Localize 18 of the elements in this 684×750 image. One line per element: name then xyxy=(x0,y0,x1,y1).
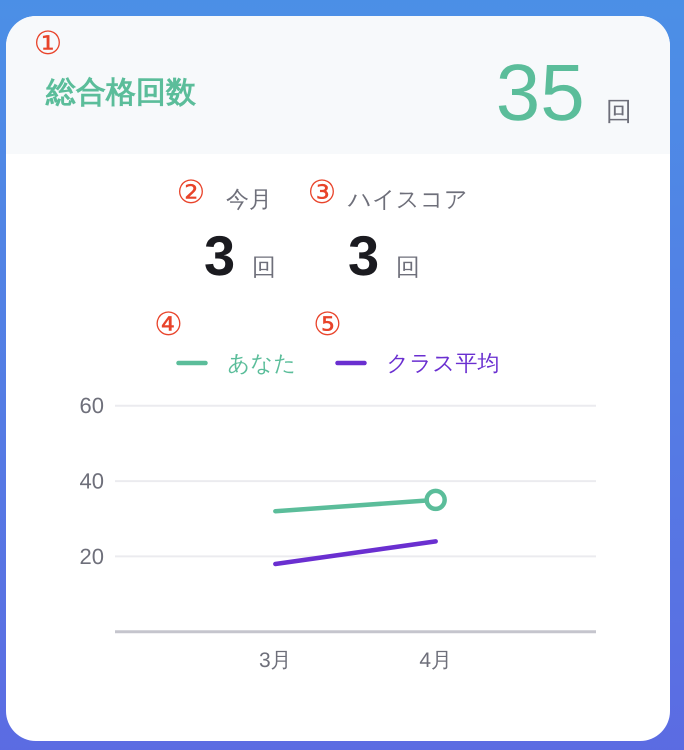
x-tick-label: 3月 xyxy=(258,649,292,672)
text: ③ xyxy=(308,174,336,210)
text: ④ xyxy=(154,306,183,342)
text: ② xyxy=(176,174,206,210)
text: ① xyxy=(34,25,62,61)
legend-label: あなた xyxy=(228,350,296,376)
data-label: 3 回 xyxy=(204,224,276,287)
category-label: 今月 xyxy=(226,186,272,212)
x-tick-label: 4月 xyxy=(419,649,452,672)
text: ⑤ xyxy=(313,306,342,342)
y-tick-label: 40 xyxy=(80,468,104,494)
data-label: 35 回 xyxy=(496,48,632,137)
text: 総合格回数 xyxy=(45,76,197,109)
legend-label: クラス平均 xyxy=(386,350,500,376)
y-tick-label: 20 xyxy=(80,544,104,569)
data-label: 3 回 xyxy=(348,224,420,287)
y-tick-label: 60 xyxy=(80,393,104,418)
category-label: ハイスコア xyxy=(347,186,468,212)
